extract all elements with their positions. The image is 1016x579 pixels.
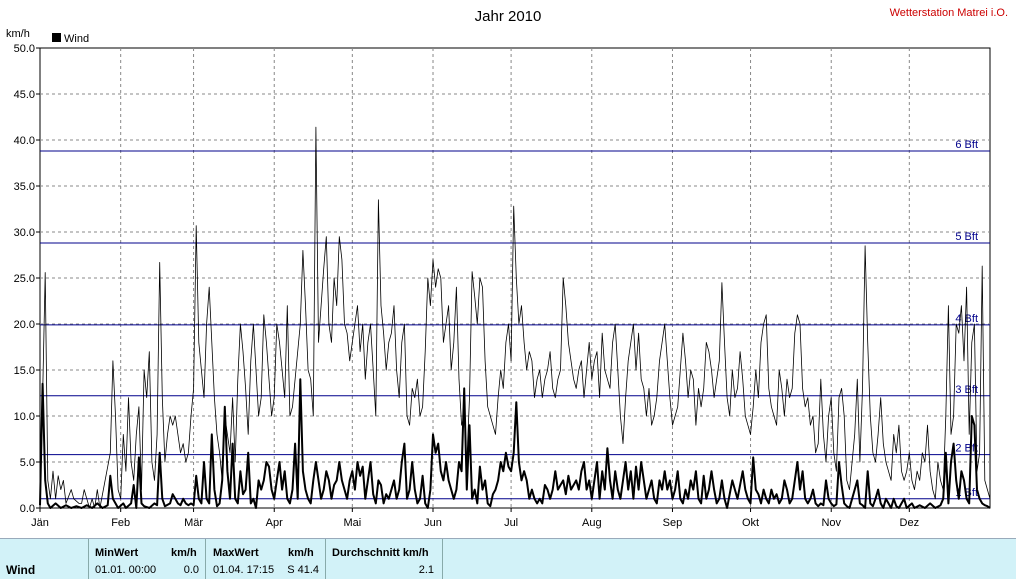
average-cell: Durchschnitt km/h 2.1 [325,539,443,579]
max-header: MaxWert [213,547,259,559]
x-tick-label: Sep [663,517,683,529]
legend-label-wind: Wind [64,33,89,45]
y-tick-label: 20.0 [14,319,35,331]
y-tick-label: 35.0 [14,181,35,193]
beaufort-label: 6 Bft [955,139,978,151]
wind-chart: Jahr 2010 Wetterstation Matrei i.O. km/h… [6,7,1008,529]
beaufort-label: 3 Bft [955,384,978,396]
y-tick-label: 10.0 [14,411,35,423]
y-tick-label: 30.0 [14,227,35,239]
x-tick-label: Okt [742,517,759,529]
min-unit: km/h [171,547,197,559]
min-header: MinWert [95,547,139,559]
y-axis-unit: km/h [6,28,30,40]
station-name: Wetterstation Matrei i.O. [890,7,1008,19]
legend-swatch [52,33,61,42]
max-date: 01.04. 17:15 [213,564,275,576]
y-tick-label: 5.0 [20,457,35,469]
max-value: S 41.4 [287,564,319,576]
beaufort-label: 4 Bft [955,313,978,325]
x-tick-label: Jun [424,517,442,529]
chart-title: Jahr 2010 [475,8,542,25]
min-date: 01.01. 00:00 [95,564,157,576]
y-tick-label: 50.0 [14,43,35,55]
y-tick-label: 0.0 [20,503,35,515]
x-tick-label: Mär [184,517,203,529]
beaufort-label: 2 Bft [955,443,978,455]
max-unit: km/h [288,547,314,559]
avg-value: 2.1 [418,564,434,576]
x-tick-label: Feb [111,517,130,529]
y-tick-label: 15.0 [14,365,35,377]
footer-series-label: Wind [6,563,36,577]
y-tick-label: 45.0 [14,89,35,101]
x-tick-label: Mai [343,517,361,529]
stats-footer: Wind MinWert km/h 01.01. 00:00 0.0 MaxWe… [0,538,1016,579]
x-tick-label: Dez [900,517,920,529]
y-tick-label: 25.0 [14,273,35,285]
series-line-b-en [39,126,991,509]
x-tick-label: Jän [31,517,49,529]
x-tick-label: Aug [582,517,602,529]
min-value: 0.0 [183,564,199,576]
x-tick-label: Apr [266,517,283,529]
avg-header: Durchschnitt km/h [332,547,429,559]
x-tick-label: Nov [821,517,841,529]
x-tick-label: Jul [504,517,518,529]
min-value-cell: MinWert km/h 01.01. 00:00 0.0 [88,539,205,579]
y-tick-label: 40.0 [14,135,35,147]
series-line-wind [39,378,991,509]
beaufort-label: 5 Bft [955,231,978,243]
max-value-cell: MaxWert km/h 01.04. 17:15 S 41.4 [205,539,325,579]
